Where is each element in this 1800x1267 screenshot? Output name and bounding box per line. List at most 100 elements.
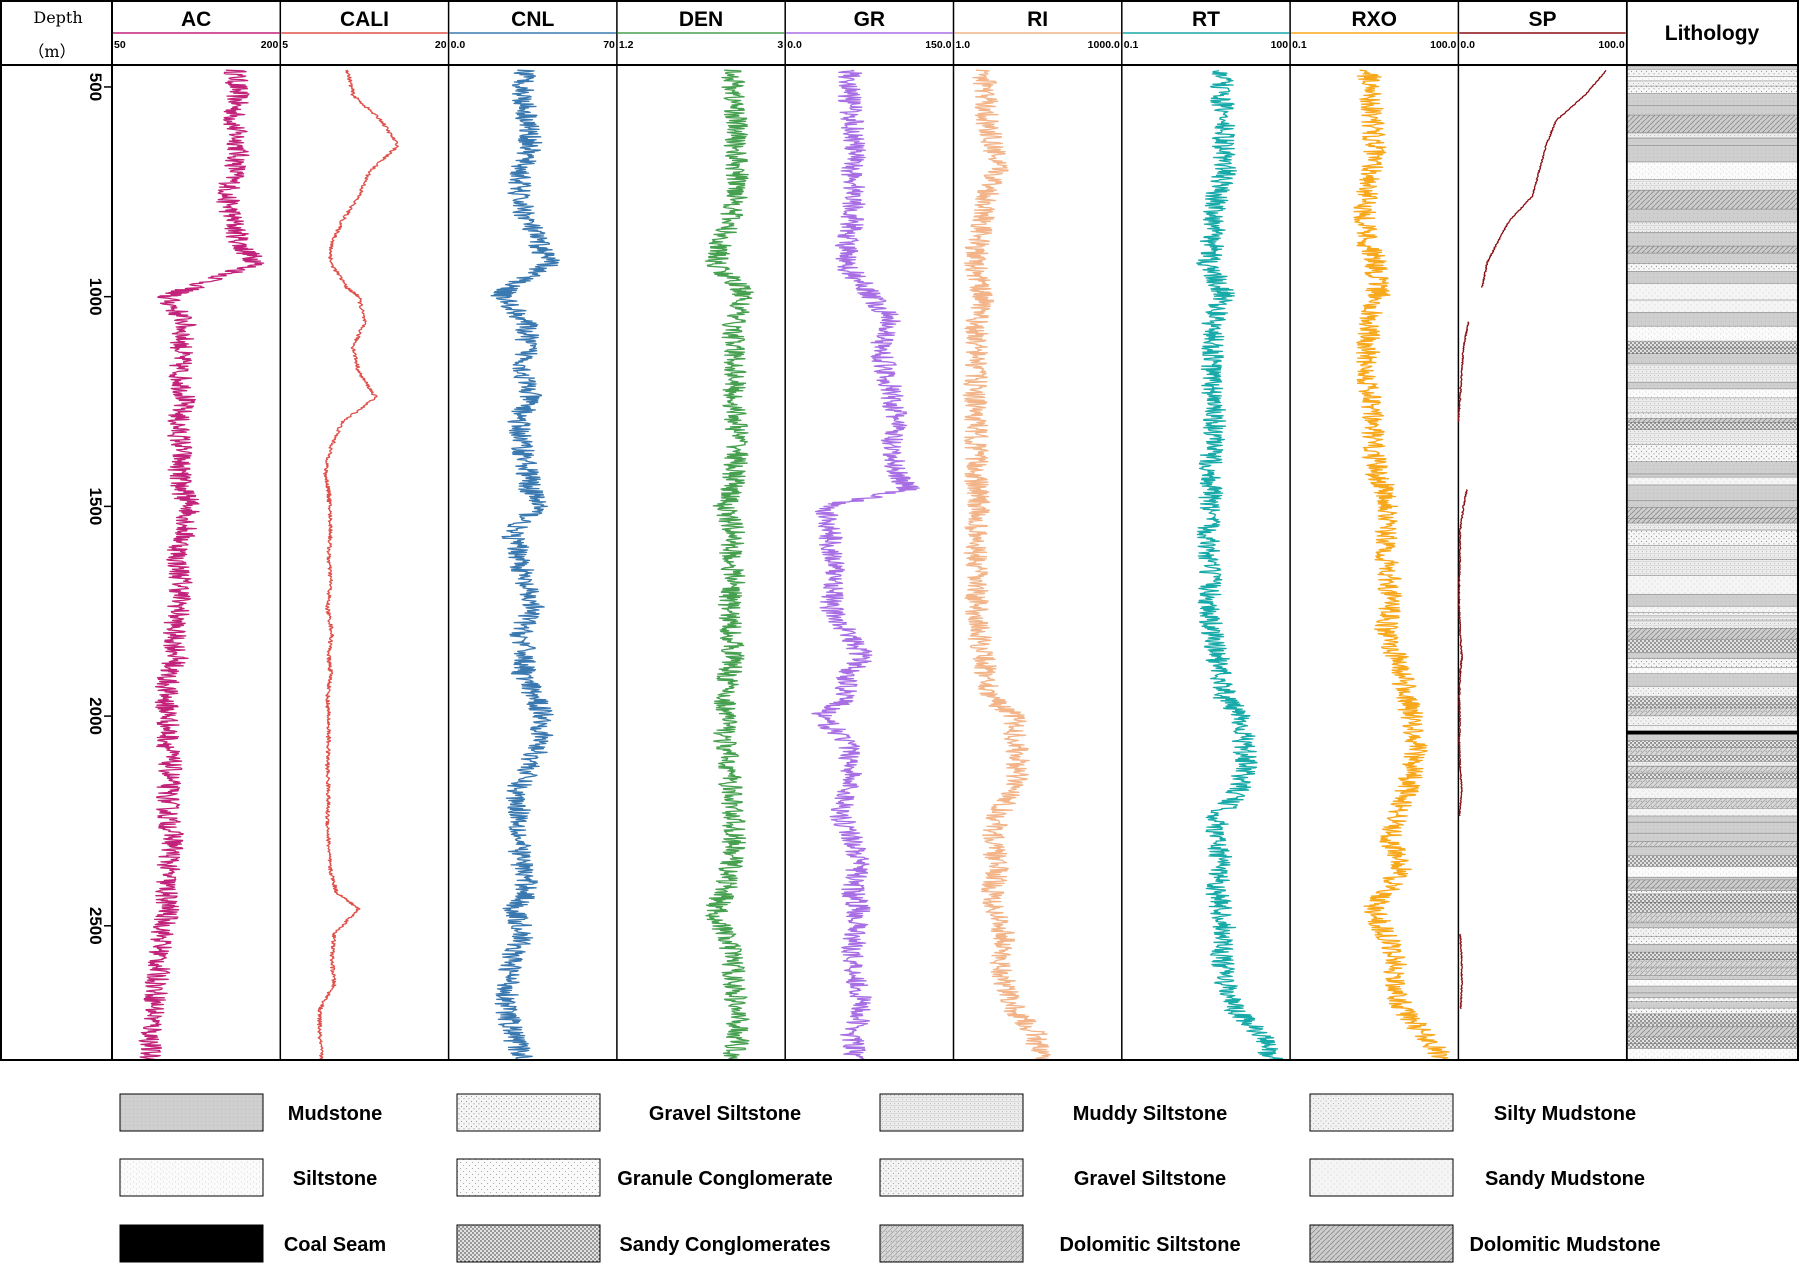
track-gr: GR 0.0 150.0 — [786, 1, 955, 1061]
lithology-bed — [1627, 773, 1798, 779]
lithology-bed — [1627, 725, 1798, 731]
lithology-bed — [1627, 1043, 1798, 1049]
track-title-rxo: RXO — [1351, 8, 1397, 31]
legend: Mudstone Gravel Siltstone Muddy Siltstone S… — [119, 1093, 1661, 1263]
lithology-bed — [1627, 766, 1798, 774]
lithology-bed — [1627, 138, 1798, 146]
lithology-bed — [1627, 477, 1798, 485]
lithology-bed — [1627, 997, 1798, 1002]
track-title-ac: AC — [181, 8, 211, 31]
lithology-bed — [1627, 347, 1798, 354]
lithology-bed — [1627, 132, 1798, 139]
lithology-bed — [1627, 652, 1798, 659]
lithology-bed — [1627, 612, 1798, 616]
legend-swatch — [456, 1093, 601, 1132]
lithology-bed — [1627, 747, 1798, 756]
lithology-bed — [1627, 545, 1798, 560]
legend-swatch — [119, 1224, 264, 1263]
lithology-bed — [1627, 615, 1798, 621]
scale-min-label: 0.0 — [451, 39, 466, 51]
lithology-bed — [1627, 115, 1798, 133]
curve-rt — [1196, 69, 1284, 1061]
lithology-bed — [1627, 944, 1798, 953]
curve-ac — [138, 69, 265, 1061]
lithology-bed — [1627, 704, 1798, 708]
legend-swatch — [879, 1158, 1024, 1197]
lithology-bed — [1627, 877, 1798, 880]
lithology-bed — [1627, 967, 1798, 976]
lithology-bed — [1627, 161, 1798, 180]
scale-max-label: 100.0 — [1430, 39, 1456, 51]
lithology-bed — [1627, 833, 1798, 842]
scale-max-label: 100.0 — [1598, 39, 1624, 51]
scale-max-label: 100 — [1271, 39, 1289, 51]
lithology-bed — [1627, 105, 1798, 116]
lithology-bed — [1627, 879, 1798, 889]
curve-ri — [962, 69, 1051, 1061]
legend-swatch — [1309, 1224, 1454, 1263]
track-title-cali: CALI — [340, 8, 389, 31]
lithology-bed — [1627, 673, 1798, 687]
curve-gr — [811, 69, 920, 1061]
lithology-bed — [1627, 444, 1798, 462]
lithology-bed — [1627, 927, 1798, 937]
legend-swatch — [119, 1093, 264, 1132]
lithology-bed — [1627, 890, 1798, 894]
lithology-bed — [1627, 263, 1798, 272]
lithology-bed — [1627, 922, 1798, 928]
legend-swatch — [456, 1158, 601, 1197]
lithology-bed — [1627, 80, 1798, 87]
lithology-bed — [1627, 69, 1798, 77]
track-sp: SP 0.0 100.0 — [1457, 1, 1628, 1060]
lithology-bed — [1627, 326, 1798, 342]
lithology-bed — [1627, 232, 1798, 247]
lithology-bed — [1627, 1026, 1798, 1037]
legend-label: Dolomitic Mudstone — [1469, 1234, 1660, 1256]
curve-den — [704, 69, 754, 1061]
scale-min-label: 0.1 — [1124, 39, 1139, 51]
legend-label: Mudstone — [288, 1103, 382, 1125]
lithology-bed — [1627, 822, 1798, 834]
lithology-bed — [1627, 179, 1798, 191]
legend-swatch — [879, 1093, 1024, 1132]
lithology-bed — [1627, 253, 1798, 264]
lithology-bed — [1627, 740, 1798, 748]
lithology-bed — [1627, 959, 1798, 968]
depth-tick-label: 1500 — [86, 487, 105, 525]
scale-min-label: 50 — [114, 39, 126, 51]
lithology-bed — [1627, 312, 1798, 327]
legend-swatch — [456, 1224, 601, 1263]
lithology-bed — [1627, 507, 1798, 519]
track-title-den: DEN — [679, 8, 723, 31]
lithology-bed — [1627, 594, 1798, 607]
lithology-bed — [1627, 986, 1798, 993]
curve-sp — [1457, 321, 1470, 422]
depth-tick-label: 2000 — [86, 697, 105, 735]
legend-swatch — [879, 1224, 1024, 1263]
lithology-bed — [1627, 952, 1798, 960]
lithology-bed — [1627, 628, 1798, 640]
lithology-bed — [1627, 979, 1798, 987]
lithology-bed — [1627, 1008, 1798, 1014]
scale-min-label: 1.2 — [619, 39, 634, 51]
lithology-bed — [1627, 300, 1798, 313]
lithology-bed — [1627, 93, 1798, 106]
lithology-bed — [1627, 798, 1798, 809]
lithology-bed — [1627, 778, 1798, 788]
lithology-bed — [1627, 246, 1798, 254]
lithology-bed — [1627, 808, 1798, 816]
lithology-bed — [1627, 363, 1798, 383]
scale-min-label: 0.1 — [1292, 39, 1307, 51]
legend-label: Silty Mudstone — [1494, 1103, 1636, 1125]
lithology-bed — [1627, 639, 1798, 653]
legend-label: Muddy Siltstone — [1073, 1103, 1227, 1125]
curve-sp — [1457, 489, 1468, 817]
lithology-bed — [1627, 902, 1798, 913]
lithology-bed — [1627, 575, 1798, 595]
track-title-ri: RI — [1027, 8, 1048, 31]
depth-tick-label: 2500 — [86, 907, 105, 945]
lithology-bed — [1627, 855, 1798, 867]
lithology-bed — [1627, 975, 1798, 980]
